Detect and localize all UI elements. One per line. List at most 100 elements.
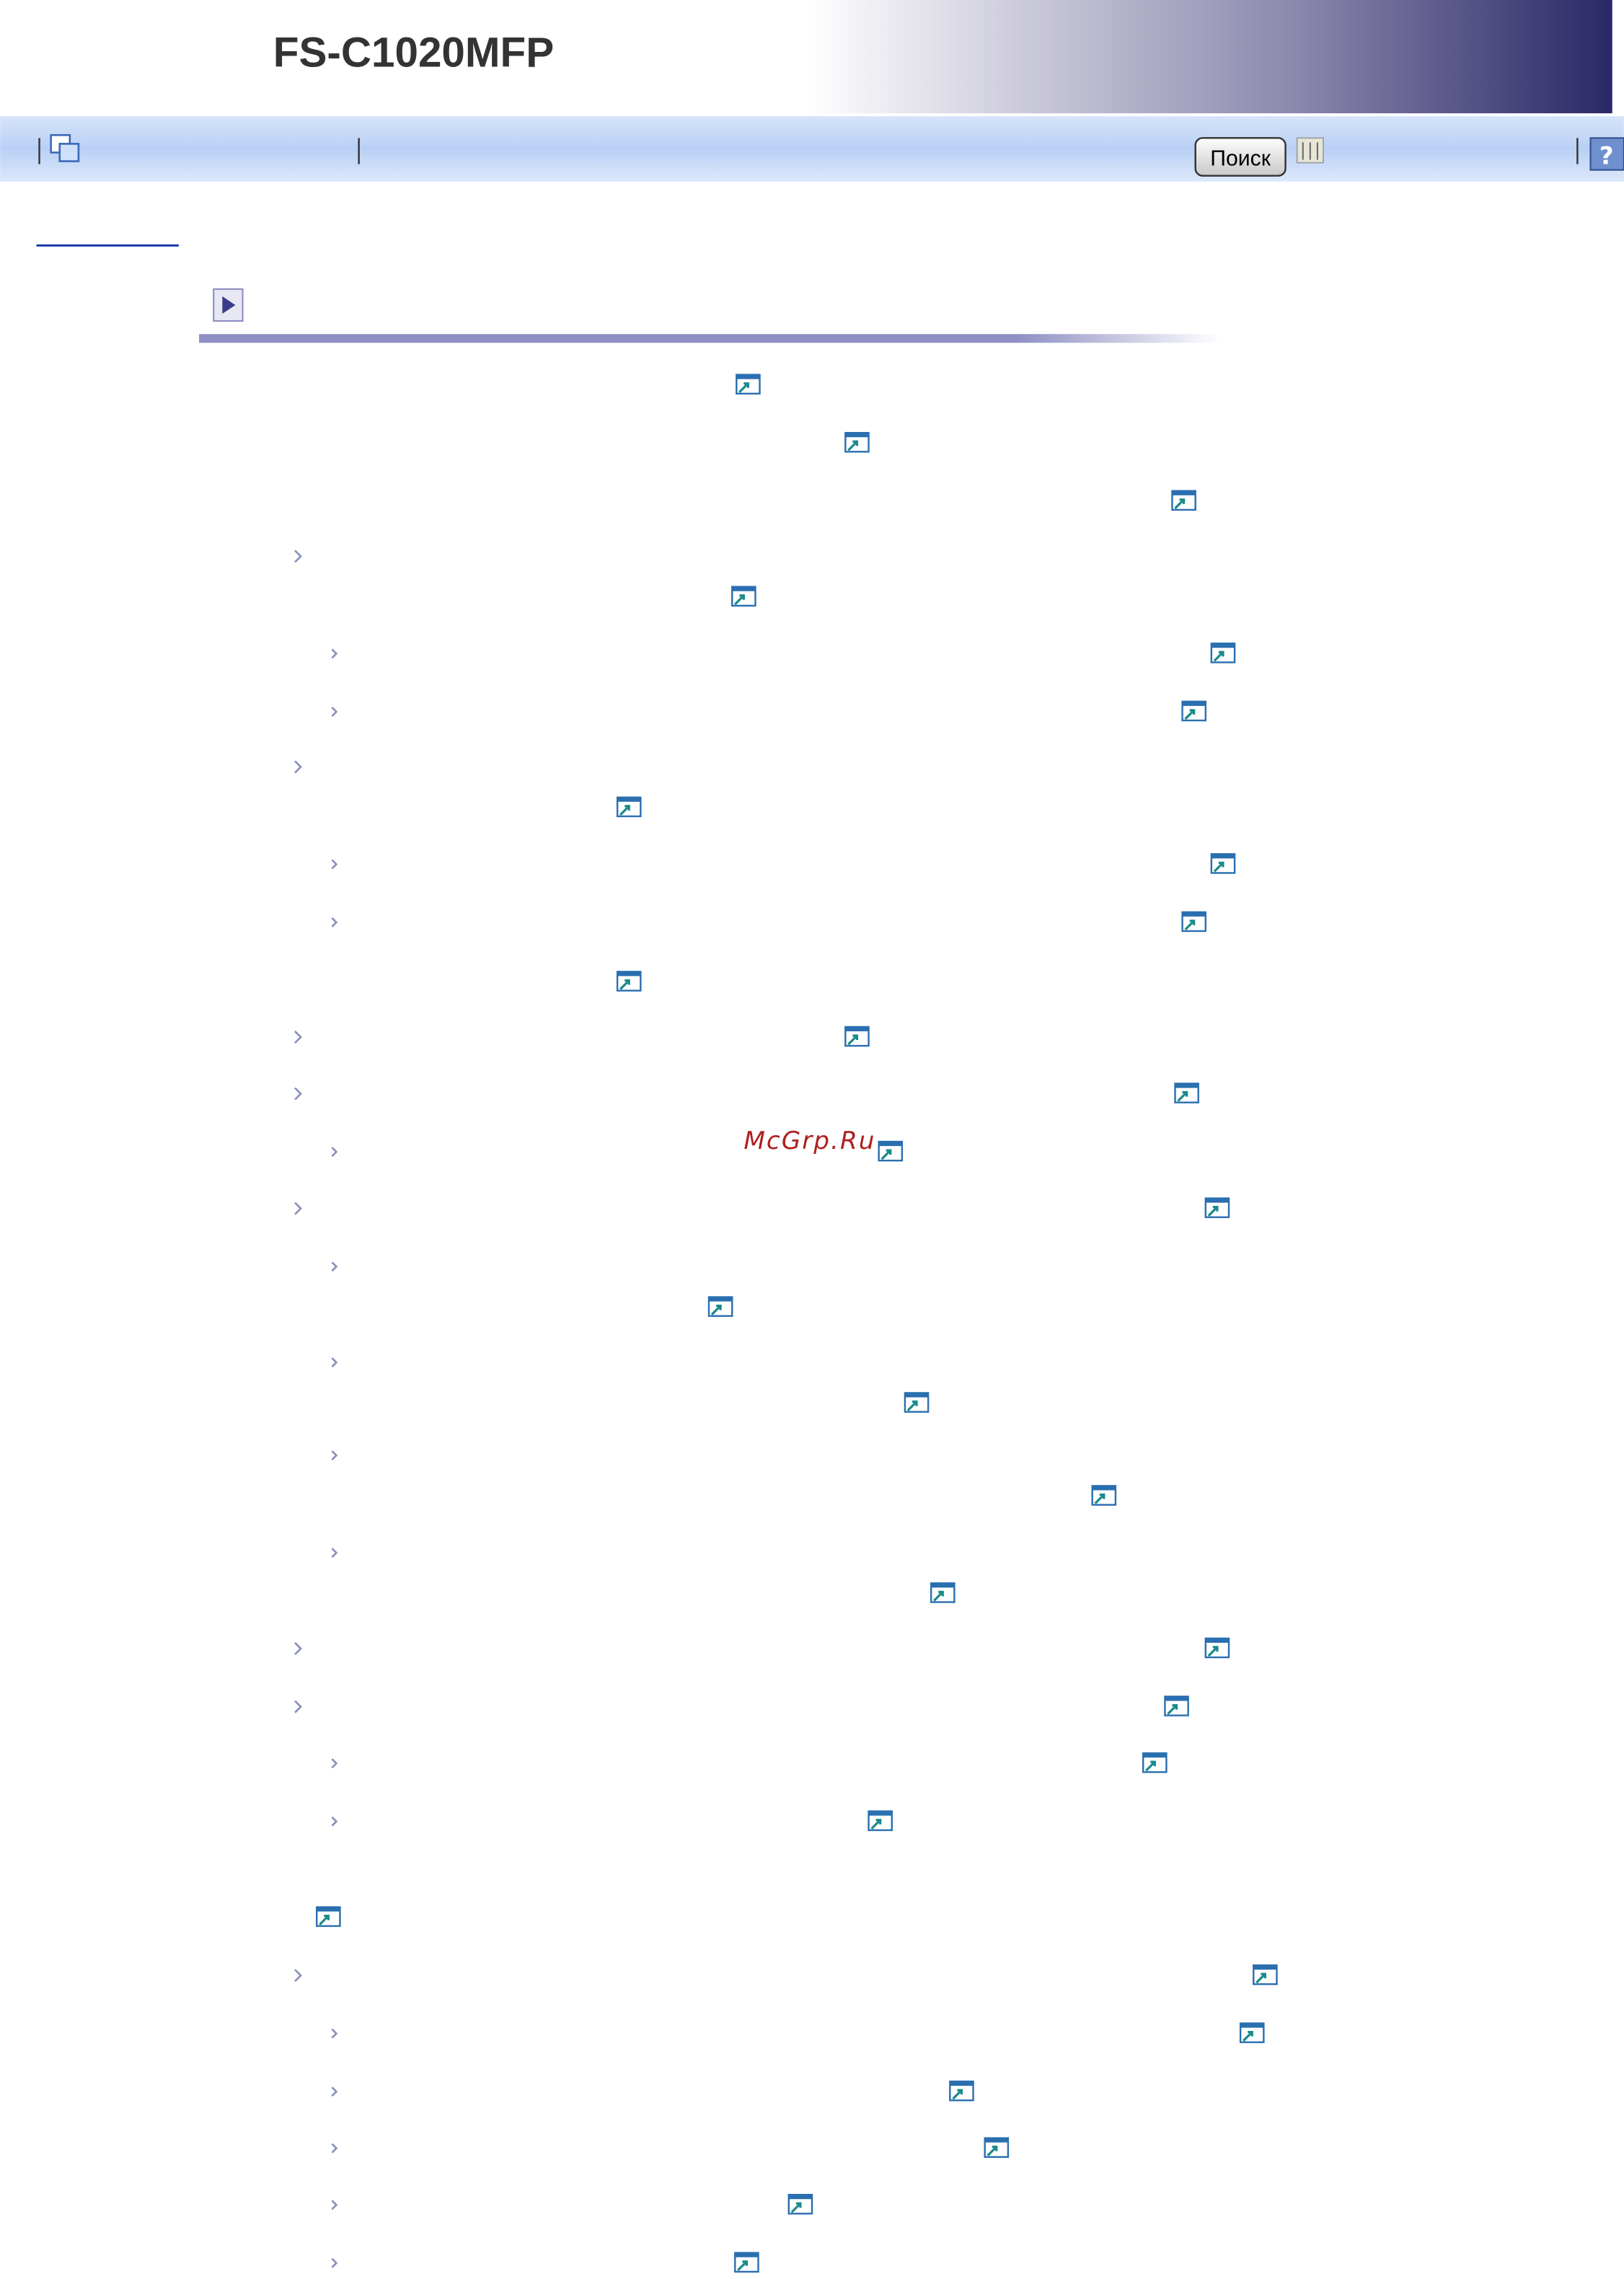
link-icon[interactable] <box>868 1810 893 1831</box>
link-icon[interactable] <box>734 2252 759 2273</box>
link-icon[interactable] <box>1204 1637 1230 1659</box>
link-icon-bar <box>904 1393 929 1398</box>
chevron <box>331 1816 338 1827</box>
link-icon[interactable] <box>949 2080 974 2102</box>
chevron <box>331 2086 338 2097</box>
link-icon[interactable] <box>844 1026 870 1047</box>
link-icon-bar <box>317 1907 340 1912</box>
chevron <box>294 1031 302 1044</box>
link-icon[interactable] <box>1174 1083 1199 1103</box>
chevron <box>294 1087 302 1101</box>
link-icon-arrow <box>1207 1206 1219 1217</box>
search-button-label[interactable]: Поиск <box>1210 147 1271 171</box>
link-icon-bar <box>1165 1696 1188 1701</box>
link-icon[interactable] <box>787 2193 813 2215</box>
link-icon-arrow <box>619 979 630 990</box>
section-marker <box>213 288 244 322</box>
tools-icon[interactable] <box>1296 137 1324 164</box>
link-icon-bar <box>1253 1965 1277 1970</box>
chevron <box>331 1261 338 1272</box>
link-icon[interactable] <box>1091 1485 1117 1506</box>
link-icon[interactable] <box>878 1140 904 1162</box>
link-icon-bar <box>878 1142 902 1147</box>
link-icon[interactable] <box>1142 1752 1168 1773</box>
chevron <box>294 1969 302 1983</box>
link-icon[interactable] <box>844 431 870 453</box>
link-icon[interactable] <box>1204 1197 1230 1218</box>
link-icon-arrow <box>1184 709 1196 720</box>
link-icon[interactable] <box>707 1296 733 1317</box>
link-icon[interactable] <box>1210 643 1236 664</box>
link-icon-bar <box>1205 1638 1230 1643</box>
link-icon[interactable] <box>616 971 642 992</box>
link-icon-arrow <box>906 1400 918 1411</box>
contents-icon[interactable] <box>50 133 80 162</box>
link-icon-bar <box>845 433 869 438</box>
link-icon[interactable] <box>1181 911 1207 933</box>
link-icon-arrow <box>952 2089 963 2100</box>
link-icon-bar <box>709 1297 733 1302</box>
link-icon-bar <box>1172 490 1196 495</box>
chevron <box>331 1758 338 1768</box>
link-icon-arrow <box>1207 1646 1219 1657</box>
link-icon-bar <box>868 1811 892 1816</box>
link-icon[interactable] <box>1253 1964 1278 1985</box>
link-icon[interactable] <box>930 1582 956 1603</box>
link-icon-arrow <box>1177 1090 1188 1102</box>
link-icon-bar <box>617 971 641 977</box>
chevron <box>331 2200 338 2210</box>
link-icon[interactable] <box>731 586 756 607</box>
chevron <box>331 1548 338 1558</box>
link-icon[interactable] <box>904 1392 930 1413</box>
link-icon[interactable] <box>1210 853 1236 874</box>
link-icon[interactable] <box>1239 2022 1265 2043</box>
chevron <box>331 917 338 927</box>
link-icon-bar <box>1211 854 1235 859</box>
section-rule <box>199 334 1220 343</box>
link-icon-arrow <box>870 1818 882 1830</box>
link-icon[interactable] <box>736 374 761 395</box>
link-icon-bar <box>1182 701 1206 706</box>
chevron <box>331 1450 338 1461</box>
link-icon-arrow <box>737 2260 748 2272</box>
link-icon[interactable] <box>616 796 642 818</box>
chevron <box>331 859 338 870</box>
help-icon[interactable]: ? <box>1589 137 1624 171</box>
toc-list <box>294 374 1278 2273</box>
link-icon-arrow <box>1213 861 1224 873</box>
svg-text:?: ? <box>1599 142 1614 171</box>
link-icon-arrow <box>319 1914 330 1926</box>
link-icon-arrow <box>1243 2031 1253 2042</box>
chevron <box>331 1147 338 1158</box>
link-icon-arrow <box>1167 1703 1178 1715</box>
link-icon-bar <box>984 2138 1008 2143</box>
link-icon[interactable] <box>316 1906 341 1927</box>
link-icon-arrow <box>881 1149 892 1160</box>
link-icon-bar <box>845 1026 869 1031</box>
link-icon-bar <box>617 797 641 802</box>
link-icon-bar <box>736 374 760 379</box>
chevron <box>294 550 302 563</box>
header-banner <box>0 0 1612 114</box>
link-icon-arrow <box>790 2202 802 2213</box>
link-icon[interactable] <box>1164 1696 1189 1716</box>
link-icon-bar <box>931 1583 955 1588</box>
chevron <box>294 760 302 774</box>
link-icon-arrow <box>1184 920 1196 931</box>
chevron <box>331 706 338 717</box>
chevron <box>331 1357 338 1368</box>
link-icon-arrow <box>734 594 745 605</box>
link-icon-bar <box>735 2252 759 2257</box>
search-button[interactable]: Поиск <box>1194 137 1287 177</box>
link-icon-arrow <box>1255 1972 1266 1984</box>
link-icon[interactable] <box>984 2137 1010 2159</box>
chevron <box>331 648 338 659</box>
link-icon[interactable] <box>1181 700 1207 722</box>
chevron <box>294 1700 302 1714</box>
link-icon[interactable] <box>1171 490 1196 511</box>
link-icon-arrow <box>738 382 749 393</box>
link-icon-bar <box>1182 912 1206 917</box>
watermark: McGrp.Ru <box>743 1127 875 1155</box>
product-title: FS-C1020MFP <box>273 30 554 76</box>
